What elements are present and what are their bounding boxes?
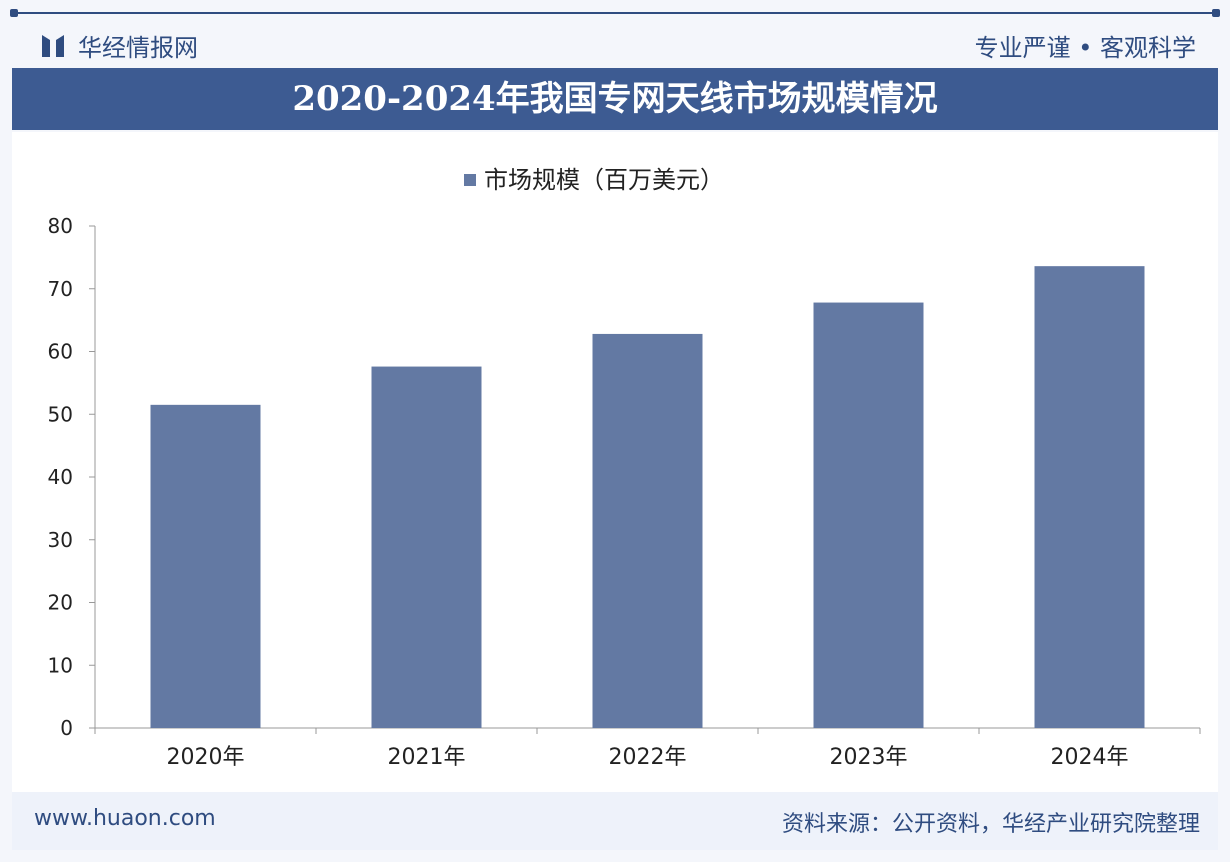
footer: www.huaon.com 资料来源：公开资料，华经产业研究院整理	[12, 792, 1218, 850]
bar	[1034, 266, 1145, 728]
y-tick-label: 30	[48, 528, 73, 552]
x-tick-label: 2020年	[167, 745, 245, 770]
brand-name: 华经情报网	[78, 34, 198, 62]
website: www.huaon.com	[34, 806, 216, 831]
y-tick-label: 80	[48, 214, 73, 238]
x-tick-label: 2022年	[609, 745, 687, 770]
logo-icon	[42, 34, 64, 57]
x-tick-label: 2023年	[830, 745, 908, 770]
chart-title: 2020-2024年我国专网天线市场规模情况	[12, 68, 1218, 130]
y-tick-label: 70	[48, 277, 73, 301]
brand-logo: 华经情报网	[40, 28, 198, 63]
y-tick-label: 50	[48, 402, 73, 426]
chart-area: 市场规模（百万美元） 0 10 20 30 40 50 60 70 80 2020年 2021年 202…	[12, 132, 1218, 792]
bar	[592, 333, 703, 728]
top-rule	[10, 9, 1220, 17]
y-tick-label: 20	[48, 591, 73, 615]
bar	[813, 302, 924, 728]
y-tick-label: 60	[48, 340, 73, 364]
y-tick-label: 10	[48, 653, 73, 677]
x-tick-label: 2021年	[388, 745, 466, 770]
legend-swatch	[464, 174, 476, 186]
bar-chart: 市场规模（百万美元） 0 10 20 30 40 50 60 70 80 2020年 2021年 202…	[48, 166, 1201, 770]
bar	[150, 404, 261, 728]
x-tick-label: 2024年	[1051, 745, 1129, 770]
slogan: 专业严谨 • 客观科学	[974, 34, 1196, 62]
source-note: 资料来源：公开资料，华经产业研究院整理	[781, 812, 1200, 837]
legend-label: 市场规模（百万美元）	[484, 166, 724, 194]
y-tick-label: 0	[60, 716, 73, 740]
y-tick-label: 40	[48, 465, 73, 489]
bar	[371, 366, 482, 728]
